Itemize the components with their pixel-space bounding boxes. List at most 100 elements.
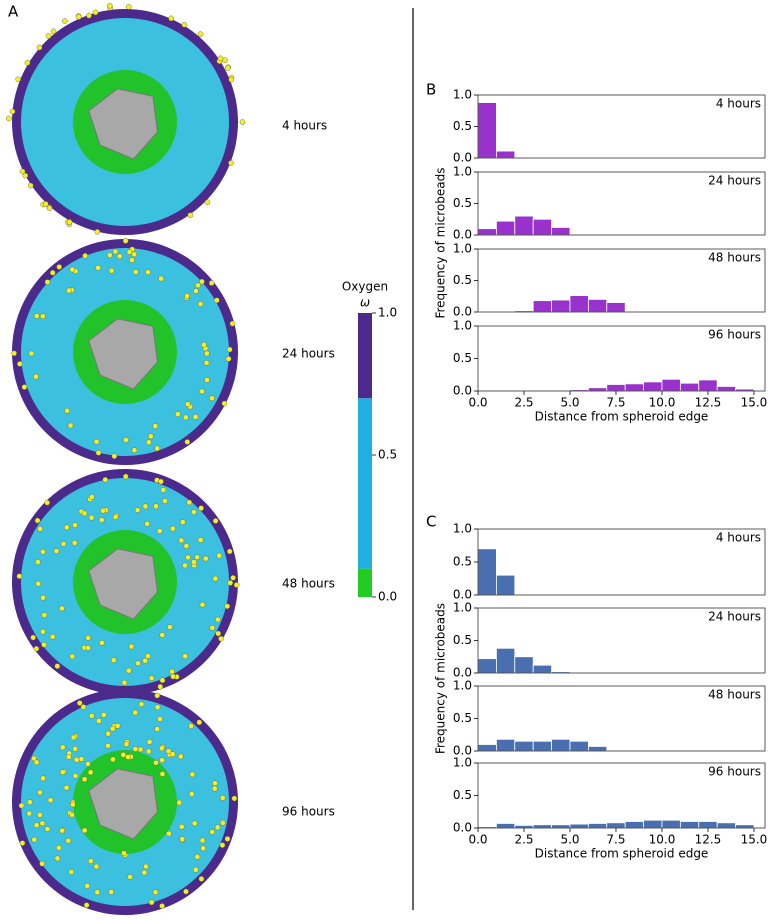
x-tick-label: 12.5 <box>695 833 722 847</box>
microbead <box>178 823 185 830</box>
histogram-bar <box>551 299 571 313</box>
microbead <box>219 842 226 848</box>
microbead <box>195 282 201 289</box>
microbead <box>187 212 194 218</box>
microbead <box>189 771 196 778</box>
microbead <box>199 837 206 844</box>
microbead <box>197 301 204 307</box>
histogram-bar <box>587 387 608 392</box>
histogram-bar <box>495 647 516 674</box>
spheroid-necrotic <box>88 768 159 840</box>
microbead <box>33 645 40 652</box>
microbead <box>116 253 123 260</box>
microbead <box>159 677 166 684</box>
microbead <box>111 453 118 459</box>
microbead <box>59 744 66 751</box>
microbead <box>145 748 152 755</box>
microbead <box>197 31 204 37</box>
histogram-bar <box>606 384 626 392</box>
microbead <box>228 160 234 166</box>
x-axis-label: Distance from spheroid edge <box>535 410 709 424</box>
microbead <box>179 836 186 842</box>
microbead <box>109 725 116 732</box>
microbead <box>160 487 167 493</box>
panel-label: A <box>8 3 19 21</box>
histogram-bar <box>551 824 571 829</box>
colorbar-band <box>358 313 372 399</box>
microbead <box>176 799 183 806</box>
microbead <box>69 653 76 660</box>
histogram-bar <box>716 386 736 392</box>
microbead <box>18 802 25 809</box>
microbead <box>45 33 52 39</box>
histogram-bar <box>587 746 608 752</box>
x-tick-label: 2.5 <box>514 833 533 847</box>
x-tick-label: 15.0 <box>741 396 768 410</box>
microbead <box>165 748 172 754</box>
microbead <box>219 795 226 801</box>
microbead <box>112 248 119 255</box>
y-tick-label: 0.0 <box>453 821 472 835</box>
microbead <box>110 657 117 664</box>
x-tick-label: 7.5 <box>606 396 625 410</box>
microbead <box>73 756 80 763</box>
microbead <box>204 377 210 383</box>
microbead <box>200 845 206 852</box>
time-label: 24 hours <box>282 347 335 361</box>
microbead <box>93 438 100 445</box>
histogram-bar <box>514 740 534 752</box>
microbead <box>33 373 39 380</box>
histogram-bar <box>532 664 552 674</box>
microbead <box>114 723 121 729</box>
histogram-bar <box>569 823 589 829</box>
microbead <box>199 601 206 608</box>
histogram-bar <box>606 302 626 313</box>
microbead <box>59 769 66 776</box>
y-tick-label: 0.5 <box>453 711 472 725</box>
microbead <box>231 795 238 802</box>
histogram-bar <box>569 740 589 752</box>
histogram-bar <box>477 228 497 236</box>
microbead <box>212 780 218 787</box>
microbead <box>85 761 91 767</box>
histogram-bar <box>477 102 497 159</box>
microbead <box>120 751 127 758</box>
microbead <box>33 759 40 766</box>
microbead <box>208 280 215 286</box>
microbead <box>31 836 38 843</box>
microbead <box>30 634 36 641</box>
microbead <box>153 759 159 766</box>
x-axis-label: Distance from spheroid edge <box>535 847 709 861</box>
y-tick-label: 1.0 <box>453 242 472 256</box>
histogram-bar <box>661 819 681 829</box>
microbead <box>44 279 51 285</box>
colorbar-symbol: ω <box>360 296 370 310</box>
colorbar-title: Oxygen <box>342 280 388 294</box>
histogram-bar <box>551 227 571 236</box>
microbead <box>209 395 215 402</box>
microbead <box>159 757 165 763</box>
microbead <box>218 635 224 642</box>
microbead <box>83 902 90 908</box>
y-tick-label: 0.5 <box>453 555 472 569</box>
microbead <box>53 548 60 554</box>
microbead <box>148 675 155 682</box>
microbead <box>201 341 207 348</box>
x-tick-label: 2.5 <box>514 396 533 410</box>
histogram-bar <box>495 738 516 752</box>
microbead <box>159 745 165 752</box>
microbead <box>122 238 129 244</box>
microbead <box>154 692 160 699</box>
spheroid-images <box>6 2 246 915</box>
microbead <box>59 827 65 834</box>
microbead <box>94 229 101 235</box>
microbead <box>31 755 37 762</box>
microbead <box>70 734 77 741</box>
microbead <box>146 439 152 446</box>
microbead <box>144 520 150 527</box>
microbead <box>154 726 160 732</box>
microbead <box>102 476 109 483</box>
microbead <box>188 791 195 797</box>
histogram-bar <box>495 150 516 159</box>
microbead <box>229 320 236 327</box>
